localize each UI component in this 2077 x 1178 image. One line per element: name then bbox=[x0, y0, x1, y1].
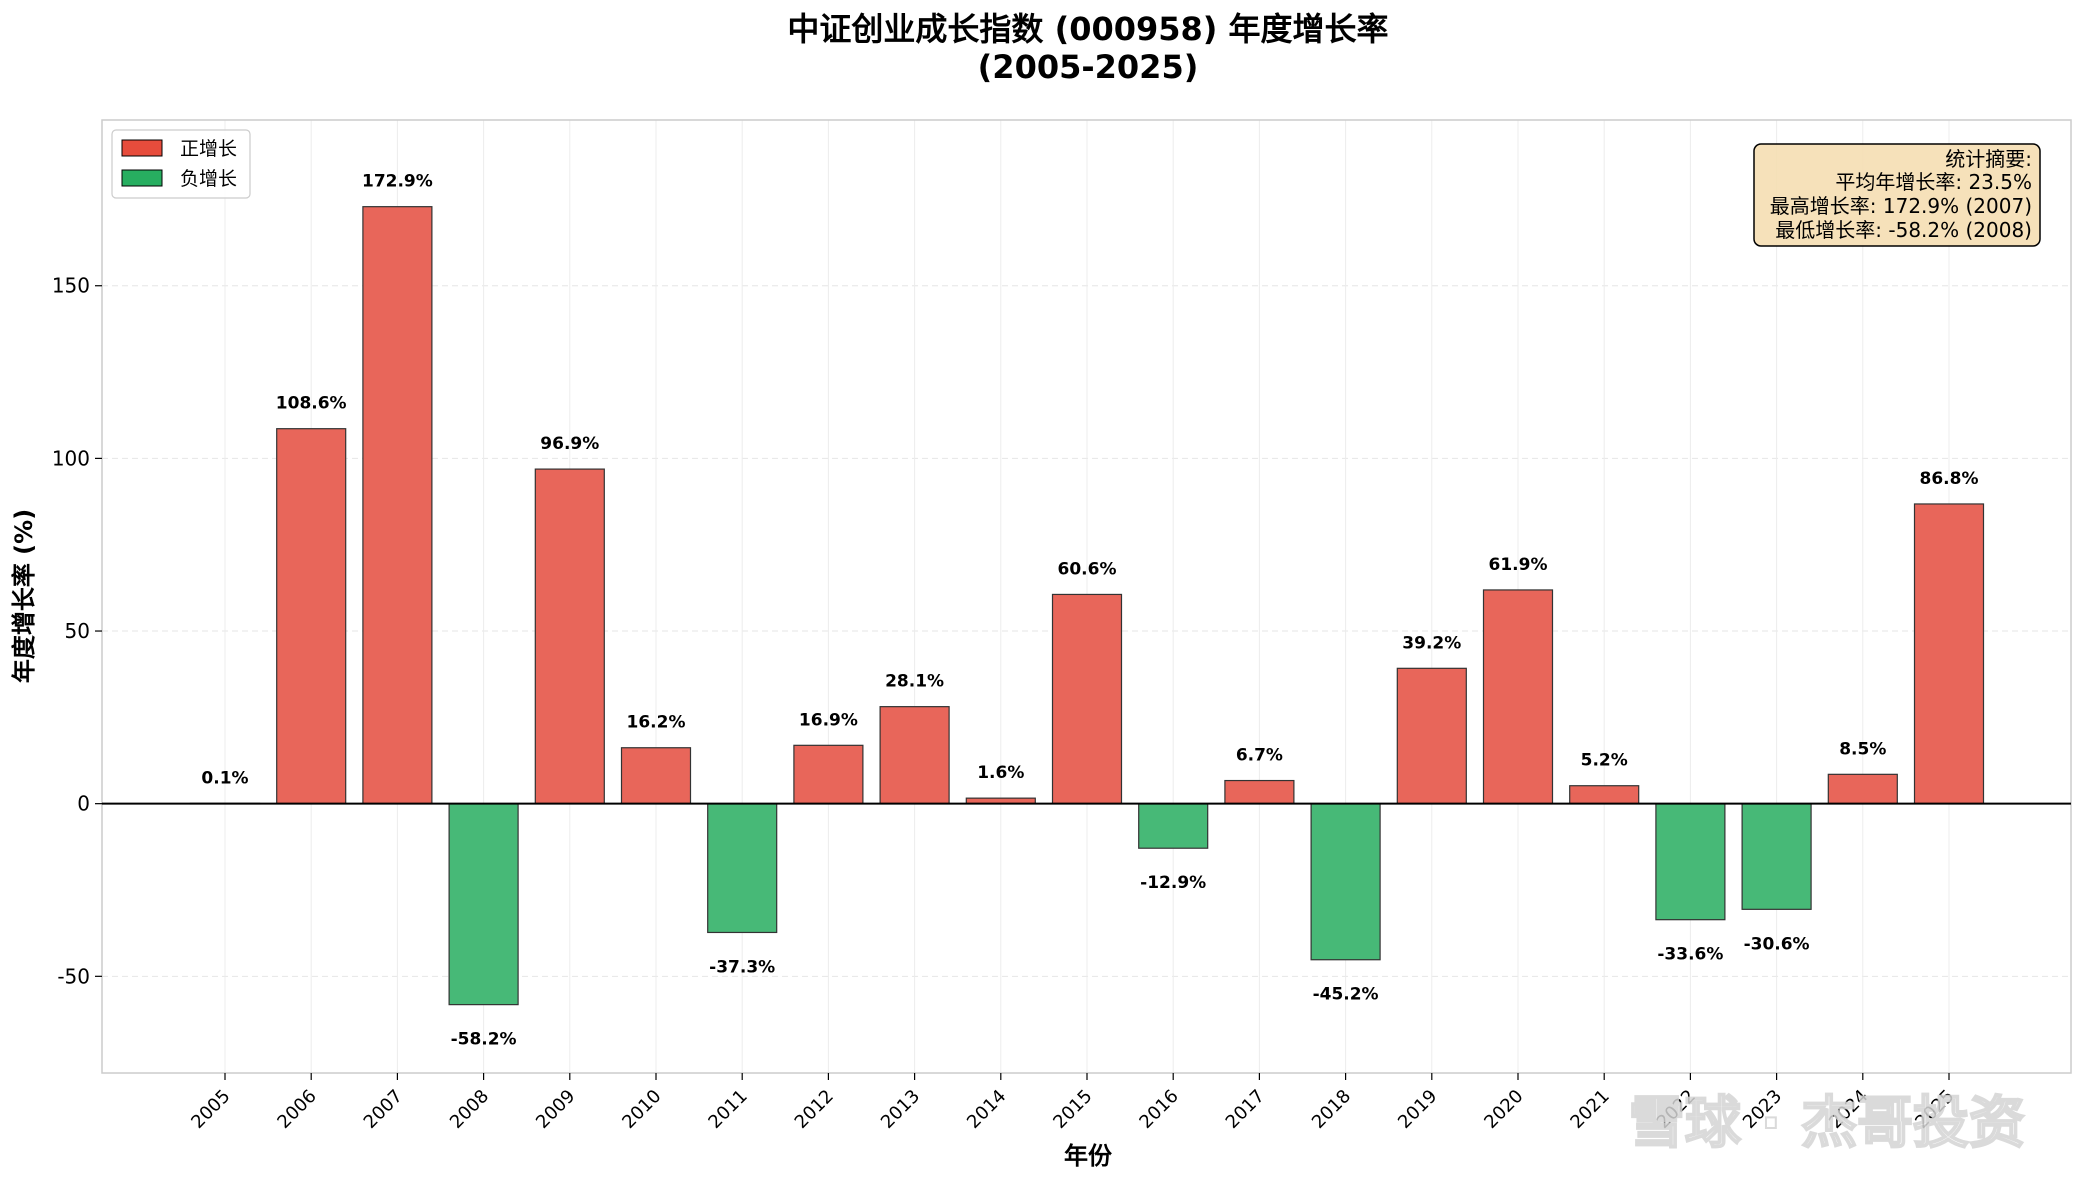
x-tick-label-2016: 2016 bbox=[1135, 1086, 1182, 1133]
data-label-2014: 1.6% bbox=[977, 763, 1024, 783]
bar-2021 bbox=[1569, 785, 1640, 805]
data-label-2006: 108.6% bbox=[276, 394, 347, 414]
x-tick-label-2013: 2013 bbox=[877, 1086, 924, 1133]
x-tick-label-2008: 2008 bbox=[446, 1086, 493, 1133]
data-label-2013: 28.1% bbox=[885, 672, 944, 692]
bar-2012 bbox=[793, 744, 864, 805]
y-axis-label: 年度增长率 (%) bbox=[10, 509, 38, 683]
legend-label-negative: 负增长 bbox=[180, 168, 237, 190]
chart-title-line1: 中证创业成长指数 (000958) 年度增长率 bbox=[787, 10, 1388, 48]
x-tick-label-2014: 2014 bbox=[963, 1086, 1010, 1133]
data-label-2008: -58.2% bbox=[451, 1030, 517, 1050]
bar-2024 bbox=[1827, 773, 1898, 805]
bar-2013 bbox=[879, 706, 950, 805]
y-axis-ticks: -50 0 50 100 150 bbox=[52, 274, 102, 988]
chart-title-line2: (2005-2025) bbox=[978, 48, 1199, 86]
y-tick-label-0: -50 bbox=[57, 964, 90, 988]
x-tick-label-2007: 2007 bbox=[360, 1086, 407, 1133]
x-tick-label-2015: 2015 bbox=[1049, 1086, 1096, 1133]
data-label-2020: 61.9% bbox=[1489, 555, 1548, 575]
watermark: 雪球 · 杰哥投资 bbox=[1629, 1091, 2025, 1156]
data-label-2023: -30.6% bbox=[1744, 934, 1810, 954]
y-tick-label-4: 150 bbox=[52, 274, 90, 298]
data-label-2015: 60.6% bbox=[1058, 559, 1117, 579]
data-label-2016: -12.9% bbox=[1140, 873, 1206, 893]
bar-2018 bbox=[1310, 803, 1381, 961]
data-label-2025: 86.8% bbox=[1920, 469, 1979, 489]
x-tick-label-2019: 2019 bbox=[1394, 1086, 1441, 1133]
legend: 正增长 负增长 bbox=[111, 129, 251, 199]
x-axis-label: 年份 bbox=[1064, 1142, 1113, 1170]
data-label-2011: -37.3% bbox=[709, 957, 775, 977]
bar-2017 bbox=[1224, 779, 1295, 805]
legend-swatch-positive bbox=[121, 139, 163, 157]
data-label-2010: 16.2% bbox=[627, 713, 686, 733]
bar-2008 bbox=[448, 803, 519, 1006]
legend-label-positive: 正增长 bbox=[180, 138, 237, 160]
x-tick-label-2009: 2009 bbox=[532, 1086, 579, 1133]
x-tick-label-2020: 2020 bbox=[1480, 1086, 1527, 1133]
y-tick-label-1: 0 bbox=[77, 792, 90, 816]
stats-max: 最高增长率: 172.9% (2007) bbox=[1770, 194, 2032, 218]
data-labels-layer: 0.1% 108.6% 172.9% -58.2% 96.9% 16.2% -37.3% 16… bbox=[201, 172, 1978, 1050]
x-tick-label-2005: 2005 bbox=[187, 1086, 234, 1133]
bars-layer bbox=[189, 206, 1985, 1006]
bar-2020 bbox=[1482, 589, 1554, 805]
data-label-2024: 8.5% bbox=[1839, 739, 1886, 759]
data-label-2005: 0.1% bbox=[201, 768, 248, 788]
bar-2011 bbox=[707, 803, 778, 934]
bar-2019 bbox=[1396, 667, 1467, 805]
data-label-2009: 96.9% bbox=[540, 434, 599, 454]
bar-2007 bbox=[362, 206, 433, 805]
y-tick-label-2: 50 bbox=[65, 619, 90, 643]
bar-2022 bbox=[1655, 803, 1726, 921]
x-tick-label-2012: 2012 bbox=[791, 1086, 838, 1133]
legend-swatch-negative bbox=[121, 169, 163, 187]
stats-box: 统计摘要: 平均年增长率: 23.5% 最高增长率: 172.9% (2007)… bbox=[1753, 143, 2041, 247]
x-tick-label-2021: 2021 bbox=[1566, 1086, 1613, 1133]
stats-min: 最低增长率: -58.2% (2008) bbox=[1775, 218, 2032, 242]
bar-2010 bbox=[620, 747, 692, 805]
stats-box-frame bbox=[1753, 143, 2041, 247]
x-tick-label-2018: 2018 bbox=[1308, 1086, 1355, 1133]
bar-2006 bbox=[276, 428, 347, 805]
bar-2023 bbox=[1741, 803, 1812, 910]
data-label-2007: 172.9% bbox=[362, 172, 433, 192]
x-tick-label-2006: 2006 bbox=[273, 1086, 320, 1133]
data-label-2017: 6.7% bbox=[1236, 746, 1283, 766]
stats-average: 平均年增长率: 23.5% bbox=[1835, 170, 2032, 194]
x-tick-label-2017: 2017 bbox=[1222, 1086, 1269, 1133]
bar-2009 bbox=[534, 468, 605, 805]
data-label-2019: 39.2% bbox=[1402, 633, 1461, 653]
data-label-2012: 16.9% bbox=[799, 710, 858, 730]
bar-2016 bbox=[1138, 803, 1209, 849]
stats-title: 统计摘要: bbox=[1945, 147, 2032, 171]
x-tick-label-2010: 2010 bbox=[618, 1086, 665, 1133]
data-label-2021: 5.2% bbox=[1581, 751, 1628, 771]
data-label-2018: -45.2% bbox=[1313, 985, 1379, 1005]
y-tick-label-3: 100 bbox=[52, 446, 90, 470]
data-label-2022: -33.6% bbox=[1657, 945, 1723, 965]
x-tick-label-2011: 2011 bbox=[704, 1086, 751, 1133]
bar-2025 bbox=[1913, 503, 1985, 805]
bar-2015 bbox=[1051, 593, 1123, 805]
